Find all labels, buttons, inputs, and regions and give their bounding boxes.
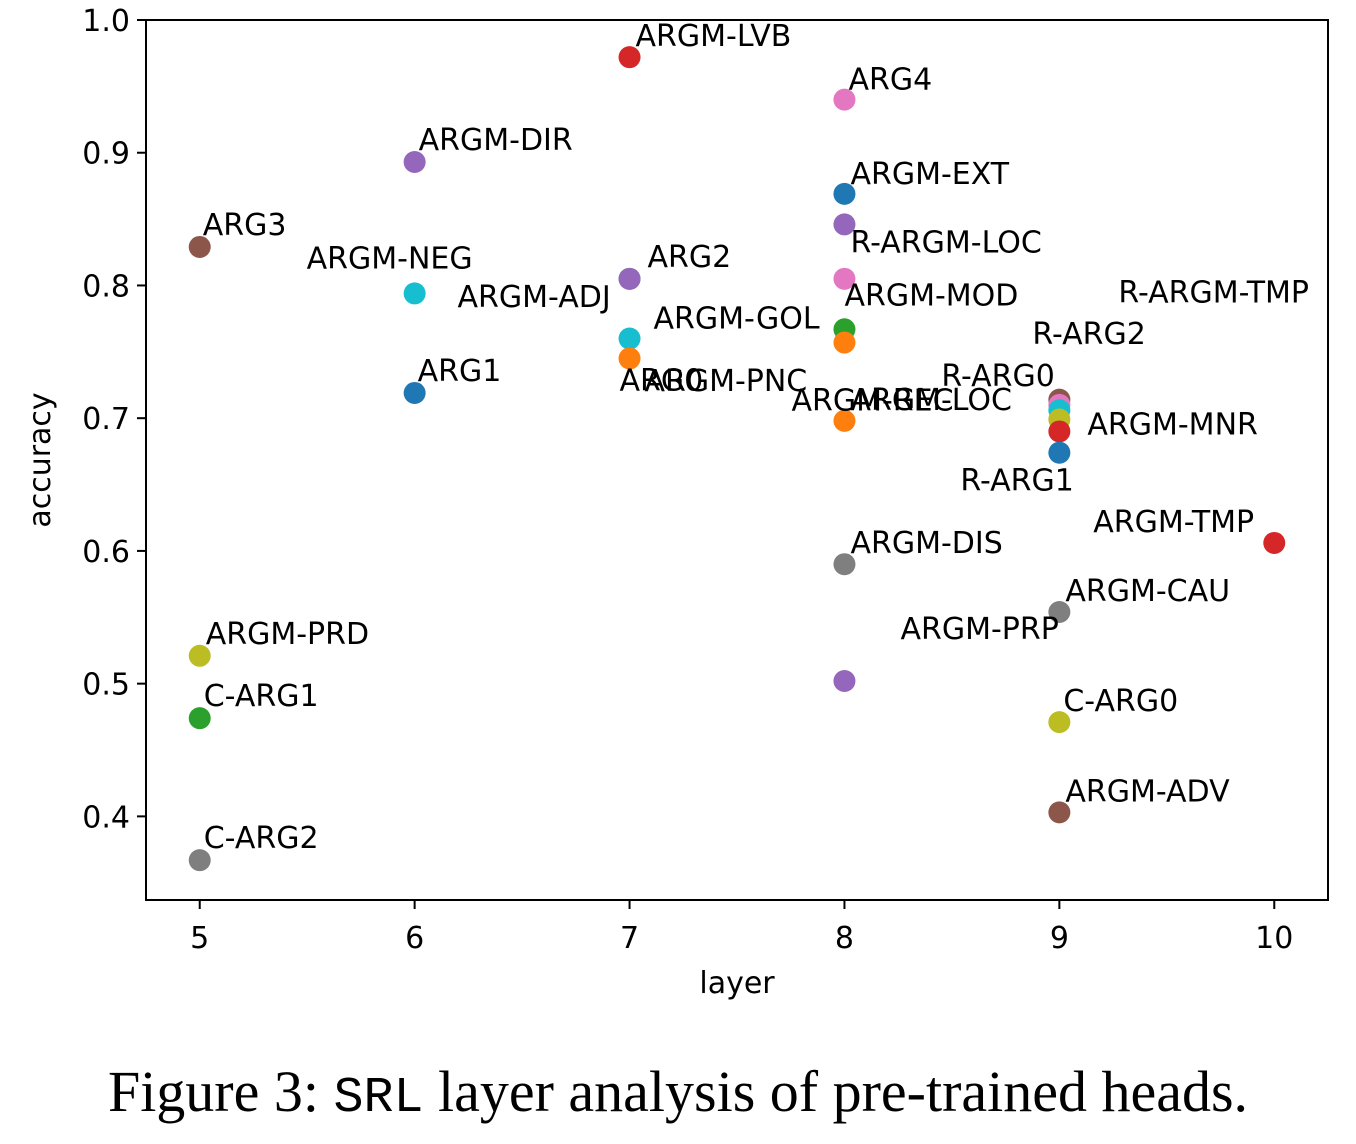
label-argm-rec: ARGM-REC [791,384,953,419]
label-r-argm-tmp: R-ARGM-TMP [1118,276,1309,311]
label-r-arg1: R-ARG1 [960,464,1074,499]
y-tick-label: 0.9 [82,137,130,172]
label-argm-lvb: ARGM-LVB [636,19,792,54]
point-arg0 [618,347,641,370]
y-axis-label: accuracy [23,392,58,527]
label-argm-neg: ARGM-NEG [307,241,473,276]
point-unlabeled-25 [1048,420,1071,443]
point-argm-prp [833,669,856,692]
point-argm-cau [1048,600,1071,623]
label-r-argm-loc: R-ARGM-LOC [850,225,1041,260]
point-argm-prd [188,644,211,667]
x-tick-label: 9 [1050,921,1069,956]
label-argm-ext: ARGM-EXT [850,157,1009,192]
point-argm-lvb [618,46,641,69]
label-argm-gol: ARGM-GOL [654,302,820,337]
point-argm-loc [833,409,856,432]
label-argm-prp: ARGM-PRP [900,612,1058,647]
y-tick-label: 0.8 [82,269,130,304]
point-argm-adj [618,267,641,290]
figure-caption: Figure 3: SRL layer analysis of pre-trai… [0,1058,1356,1127]
point-argm-ext [833,182,856,205]
x-axis-label: layer [699,966,775,1001]
point-arg3 [188,235,211,258]
x-tick-label: 10 [1255,921,1293,956]
label-argm-tmp: ARGM-TMP [1093,505,1254,540]
y-tick-label: 0.5 [82,668,130,703]
label-c-arg1: C-ARG1 [204,679,319,714]
point-arg4 [833,88,856,111]
label-arg2: ARG2 [648,240,732,275]
scatter-chart: ARG3 ARGM-PRD C-ARG1 C-ARG2 ARGM-DIR ARGM-NEG… [23,4,1329,1001]
x-tick-label: 5 [190,921,209,956]
x-tick-label: 7 [620,921,639,956]
label-c-arg2: C-ARG2 [204,821,319,856]
axes [145,19,1329,901]
point-c-arg1 [188,707,211,730]
label-argm-cau: ARGM-CAU [1065,574,1230,609]
label-arg0: ARG0 [620,363,704,398]
point-c-arg0 [1048,711,1071,734]
point-argm-pnc [833,267,856,290]
label-c-arg0: C-ARG0 [1063,684,1178,719]
axis-ticks: 5 6 7 8 9 10 0.4 0.5 0.6 0.7 0.8 0.9 1.0 [82,4,1293,956]
point-argm-adv [1048,801,1071,824]
label-argm-mod: ARGM-MOD [844,278,1018,313]
x-tick-label: 6 [405,921,424,956]
y-tick-label: 0.6 [82,535,130,570]
point-argm-rec [833,331,856,354]
y-tick-label: 1.0 [82,4,130,39]
point-labels: ARG3 ARGM-PRD C-ARG1 C-ARG2 ARGM-DIR ARGM-NEG… [203,19,1309,856]
label-r-arg2: R-ARG2 [1032,317,1146,352]
label-r-arg0: R-ARG0 [941,359,1055,394]
caption-suffix: layer analysis of pre-trained heads. [423,1059,1249,1124]
point-argm-dir [403,151,426,174]
point-markers [188,46,1286,872]
point-c-arg2 [188,849,211,872]
point-arg1 [403,381,426,404]
point-argm-tmp [1263,531,1286,554]
x-tick-label: 8 [835,921,854,956]
label-argm-loc: ARGM-LOC [850,383,1012,418]
label-argm-adj: ARGM-ADJ [458,280,611,315]
label-argm-dir: ARGM-DIR [419,123,573,158]
caption-code-term: SRL [333,1070,424,1127]
label-arg4: ARG4 [848,63,932,98]
point-r-arg1 [1048,441,1071,464]
y-tick-label: 0.4 [82,800,130,835]
point-argm-neg [403,282,426,305]
label-arg3: ARG3 [203,208,287,243]
point-r-argm-loc [833,213,856,236]
label-argm-mnr: ARGM-MNR [1087,408,1258,443]
label-arg1: ARG1 [418,354,502,389]
label-argm-adv: ARGM-ADV [1065,774,1230,809]
plot-area-frame [145,19,1329,901]
label-argm-dis: ARGM-DIS [850,526,1002,561]
point-argm-dis [833,553,856,576]
label-argm-pnc: ARGM-PNC [644,364,807,399]
label-argm-prd: ARGM-PRD [206,617,369,652]
point-argm-gol [618,327,641,350]
y-tick-label: 0.7 [82,402,130,437]
caption-prefix: Figure 3: [107,1059,334,1124]
